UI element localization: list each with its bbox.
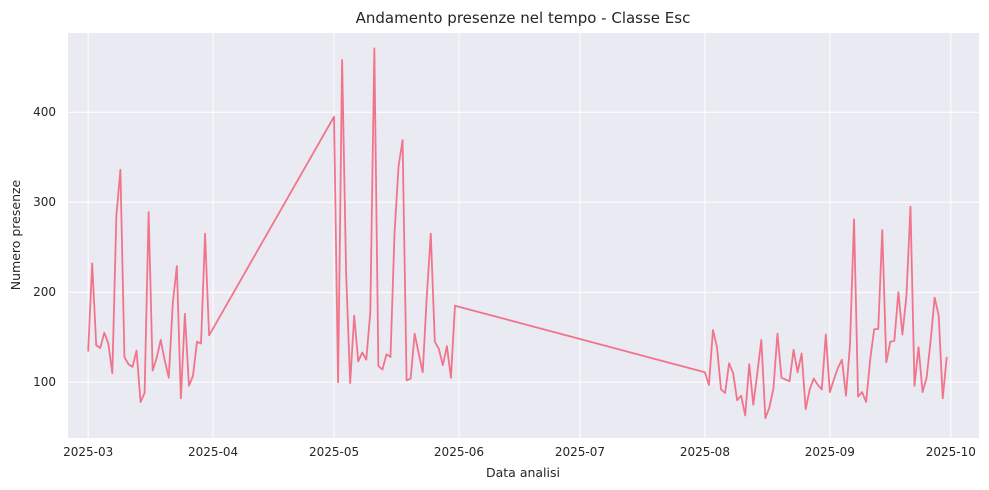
chart-title: Andamento presenze nel tempo - Classe Es… [356,9,691,27]
y-tick-labels: 100 200 300 400 [33,105,56,389]
y-tick-label: 200 [33,285,56,299]
x-tick-labels: 2025-03 2025-04 2025-05 2025-06 2025-07 2025-… [63,445,976,459]
x-axis-label: Data analisi [486,465,560,480]
y-tick-label: 400 [33,105,56,119]
y-tick-label: 300 [33,195,56,209]
x-tick-label: 2025-10 [926,445,976,459]
x-tick-label: 2025-07 [555,445,605,459]
x-tick-label: 2025-05 [309,445,359,459]
series-line [87,47,948,420]
y-axis-label: Numero presenze [8,179,23,290]
grid-lines [68,33,979,438]
x-tick-label: 2025-03 [63,445,113,459]
plot-background [68,33,979,438]
y-tick-label: 100 [33,375,56,389]
x-tick-label: 2025-09 [805,445,855,459]
x-tick-label: 2025-04 [188,445,238,459]
x-tick-label: 2025-08 [680,445,730,459]
x-tick-label: 2025-06 [434,445,484,459]
